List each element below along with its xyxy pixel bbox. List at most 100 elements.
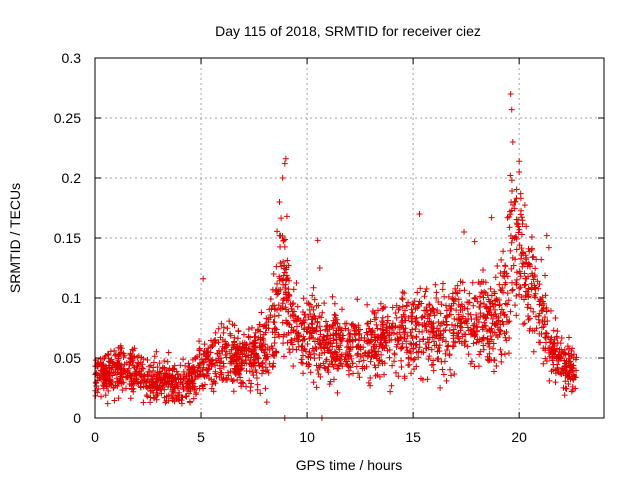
data-point bbox=[455, 302, 462, 309]
data-point bbox=[425, 344, 432, 351]
data-point bbox=[364, 301, 371, 308]
data-point bbox=[364, 331, 371, 338]
data-point bbox=[443, 377, 450, 384]
data-point bbox=[307, 369, 314, 376]
data-point bbox=[409, 326, 416, 333]
data-point bbox=[402, 325, 409, 332]
data-point bbox=[303, 300, 310, 307]
data-point bbox=[318, 341, 325, 348]
data-point bbox=[521, 270, 528, 277]
data-point bbox=[252, 345, 259, 352]
data-point bbox=[380, 305, 387, 312]
data-point bbox=[481, 322, 488, 329]
data-point bbox=[473, 315, 480, 322]
data-point bbox=[495, 314, 502, 321]
data-point bbox=[115, 395, 122, 402]
data-point bbox=[536, 281, 543, 288]
data-point bbox=[111, 347, 118, 354]
data-point bbox=[561, 392, 568, 399]
data-point bbox=[346, 348, 353, 355]
data-point bbox=[304, 340, 311, 347]
data-point bbox=[379, 305, 386, 312]
data-point bbox=[220, 324, 227, 331]
data-point bbox=[273, 326, 280, 333]
data-point bbox=[263, 324, 270, 331]
data-point bbox=[285, 286, 292, 293]
data-point bbox=[228, 346, 235, 353]
data-point bbox=[315, 370, 322, 377]
data-point bbox=[189, 376, 196, 383]
data-point bbox=[255, 359, 262, 366]
data-point bbox=[492, 274, 499, 281]
data-point bbox=[276, 232, 283, 239]
data-point bbox=[471, 320, 478, 327]
data-point bbox=[256, 343, 263, 350]
y-tick-label: 0 bbox=[73, 410, 81, 426]
data-point bbox=[153, 396, 160, 403]
data-point bbox=[393, 302, 400, 309]
data-point bbox=[531, 284, 538, 291]
data-point bbox=[93, 370, 100, 377]
data-point bbox=[262, 368, 269, 375]
data-point bbox=[277, 243, 284, 250]
y-tick-label: 0.15 bbox=[54, 230, 81, 246]
data-point bbox=[443, 307, 450, 314]
data-point bbox=[399, 295, 406, 302]
data-point bbox=[572, 356, 579, 363]
data-point bbox=[372, 352, 379, 359]
data-point bbox=[483, 303, 490, 310]
data-point bbox=[223, 348, 230, 355]
data-point bbox=[463, 320, 470, 327]
data-point bbox=[521, 202, 528, 209]
data-point bbox=[431, 312, 438, 319]
data-point bbox=[502, 300, 509, 307]
data-point bbox=[285, 321, 292, 328]
data-point bbox=[221, 345, 228, 352]
data-point-extreme bbox=[488, 214, 495, 221]
data-point bbox=[516, 291, 523, 298]
data-point bbox=[289, 346, 296, 353]
data-point bbox=[174, 383, 181, 390]
data-point bbox=[564, 343, 571, 350]
data-point bbox=[561, 357, 568, 364]
data-point bbox=[478, 289, 485, 296]
data-point bbox=[294, 332, 301, 339]
data-point bbox=[508, 265, 515, 272]
data-point bbox=[394, 341, 401, 348]
data-point bbox=[138, 365, 145, 372]
data-point bbox=[232, 370, 239, 377]
data-point bbox=[251, 360, 258, 367]
data-point bbox=[99, 367, 106, 374]
data-point bbox=[372, 348, 379, 355]
data-point bbox=[389, 323, 396, 330]
data-point bbox=[246, 340, 253, 347]
data-point bbox=[338, 327, 345, 334]
data-point bbox=[517, 190, 524, 197]
data-point bbox=[258, 370, 265, 377]
data-point bbox=[316, 351, 323, 358]
data-point bbox=[461, 287, 468, 294]
data-point bbox=[330, 364, 337, 371]
data-point bbox=[556, 346, 563, 353]
data-point bbox=[319, 309, 326, 316]
data-point bbox=[189, 356, 196, 363]
data-point bbox=[471, 294, 478, 301]
y-tick-label: 0.05 bbox=[54, 350, 81, 366]
data-point bbox=[497, 346, 504, 353]
data-point bbox=[115, 357, 122, 364]
data-point bbox=[505, 318, 512, 325]
data-point bbox=[271, 340, 278, 347]
data-point bbox=[169, 394, 176, 401]
data-point bbox=[271, 334, 278, 341]
data-point bbox=[500, 272, 507, 279]
data-point bbox=[281, 331, 288, 338]
data-point bbox=[530, 276, 537, 283]
data-point bbox=[195, 362, 202, 369]
data-point bbox=[210, 388, 217, 395]
data-point bbox=[205, 370, 212, 377]
data-point bbox=[294, 303, 301, 310]
data-point bbox=[182, 362, 189, 369]
data-point bbox=[416, 344, 423, 351]
data-point bbox=[474, 298, 481, 305]
